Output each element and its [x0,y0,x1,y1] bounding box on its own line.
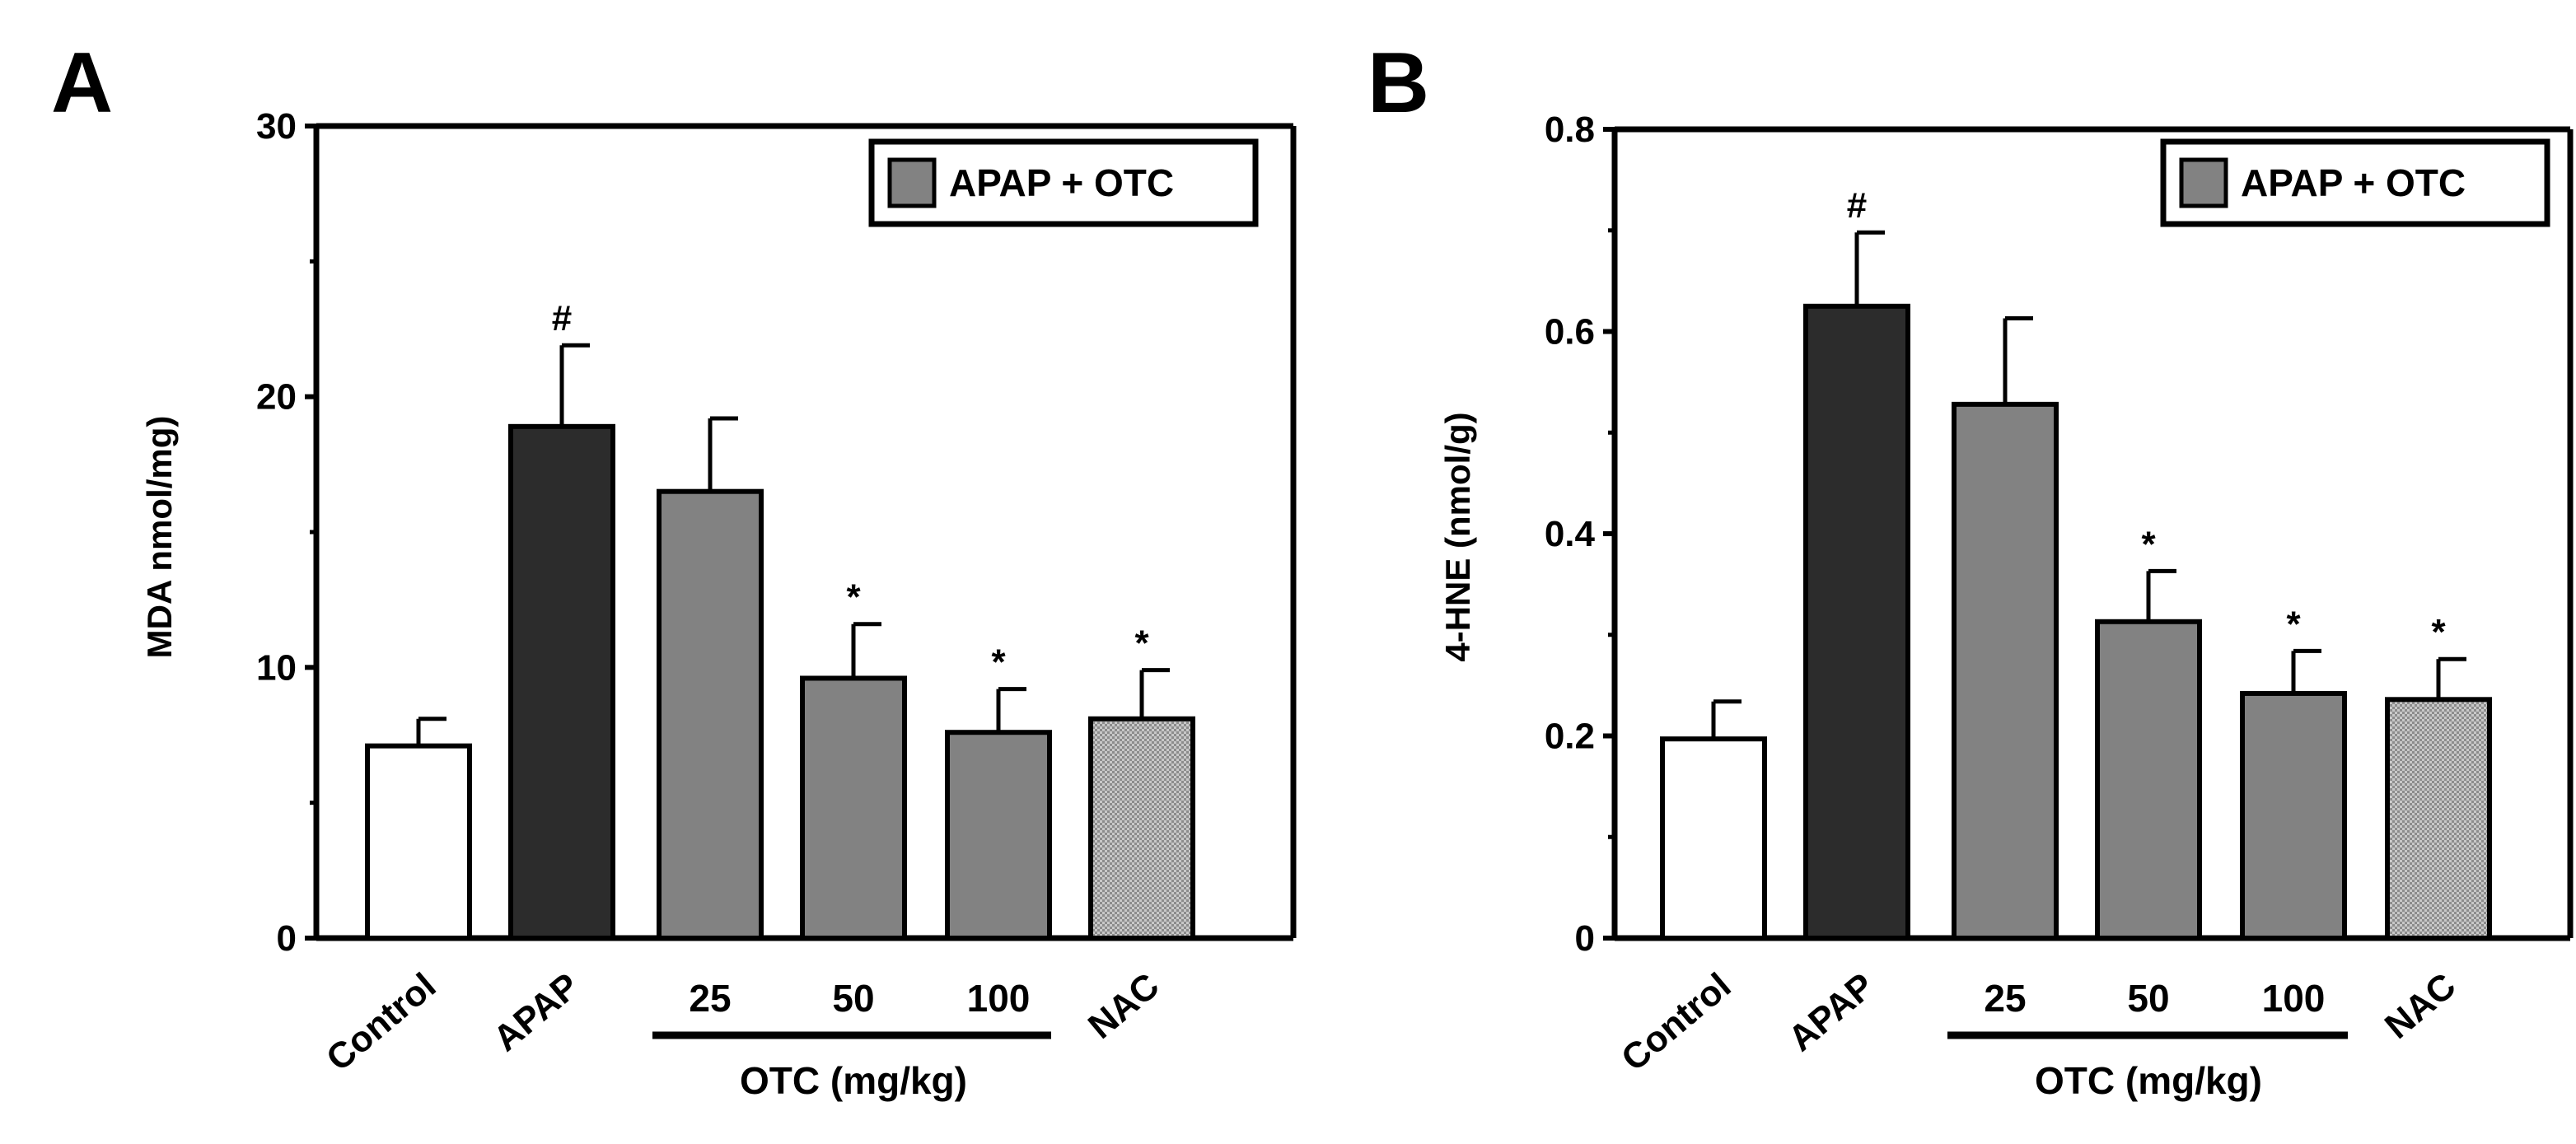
y-tick-label: 0 [277,918,297,959]
x-tick-label: 25 [689,977,731,1020]
y-tick-label: 0.4 [1545,514,1596,554]
significance-mark: * [846,577,861,618]
panel-b-plot-area: 0 0.2 0.4 0.6 0.8 # * * * Control APAP 25 50 100 NAC OT… [1545,110,2574,1102]
bar-apap [1803,303,1910,941]
significance-mark: * [2286,604,2301,644]
panel-a-plot-area: 0 10 20 30 # * * * Control APAP 25 50 100 NAC OTC (mg/… [256,106,1297,1102]
panel-b: B 4-HNE (nmol/g) 0 0.2 0.4 0.6 0.8 # * * * Contro… [1367,35,2574,1102]
bar-25 [657,488,764,941]
bar-nac [2385,697,2492,941]
bar-50 [2095,619,2202,941]
panel-a-legend-swatch [887,157,937,208]
panel-b-label: B [1367,35,1429,131]
significance-mark: * [1134,623,1149,664]
x-tick-label: 25 [1984,977,2026,1020]
x-tick-label: Control [1614,965,1738,1079]
panel-a: A MDA nmol/mg) 0 10 20 30 # * * * Control APAP 25 5… [51,35,1297,1102]
panel-b-legend-swatch [2179,157,2228,208]
bar-25 [1952,401,2059,941]
significance-mark: # [1847,185,1867,226]
bar-control [1660,736,1767,941]
significance-mark: * [991,642,1006,683]
panel-a-legend: APAP + OTC [868,138,1259,227]
significance-mark: * [2141,524,2156,564]
x-tick-label: 50 [2127,977,2169,1020]
bar-100 [945,730,1052,941]
panel-a-y-axis-label: MDA nmol/mg) [140,416,179,659]
y-tick-label: 0 [1575,918,1595,959]
x-tick-label: 50 [832,977,874,1020]
bar-50 [800,675,907,941]
x-tick-label: 100 [967,977,1031,1020]
x-tick-label: Control [319,965,443,1079]
bar-apap [508,423,615,941]
x-tick-label: NAC [1081,965,1167,1047]
y-tick-label: 20 [256,377,297,418]
x-tick-label: NAC [2377,965,2464,1047]
y-tick-label: 10 [256,647,297,688]
panel-a-label: A [51,35,113,131]
panel-b-legend-label: APAP + OTC [2241,161,2466,204]
x-tick-label: 100 [2262,977,2326,1020]
bar-control [365,743,472,941]
y-tick-label: 0.6 [1545,312,1595,353]
otc-group-label: OTC (mg/kg) [2035,1059,2262,1102]
panel-b-y-axis-label: 4-HNE (nmol/g) [1438,412,1477,661]
significance-mark: # [552,298,572,339]
bar-nac [1088,716,1195,941]
y-tick-label: 0.8 [1545,110,1595,150]
otc-group-label: OTC (mg/kg) [740,1059,967,1102]
y-tick-label: 30 [256,106,297,147]
panel-a-legend-label: APAP + OTC [949,161,1174,204]
significance-mark: * [2431,612,2446,652]
bar-100 [2240,690,2347,941]
panel-b-legend: APAP + OTC [2160,138,2550,227]
x-tick-label: APAP [1781,965,1882,1059]
x-tick-label: APAP [486,965,587,1059]
y-tick-label: 0.2 [1545,717,1595,757]
